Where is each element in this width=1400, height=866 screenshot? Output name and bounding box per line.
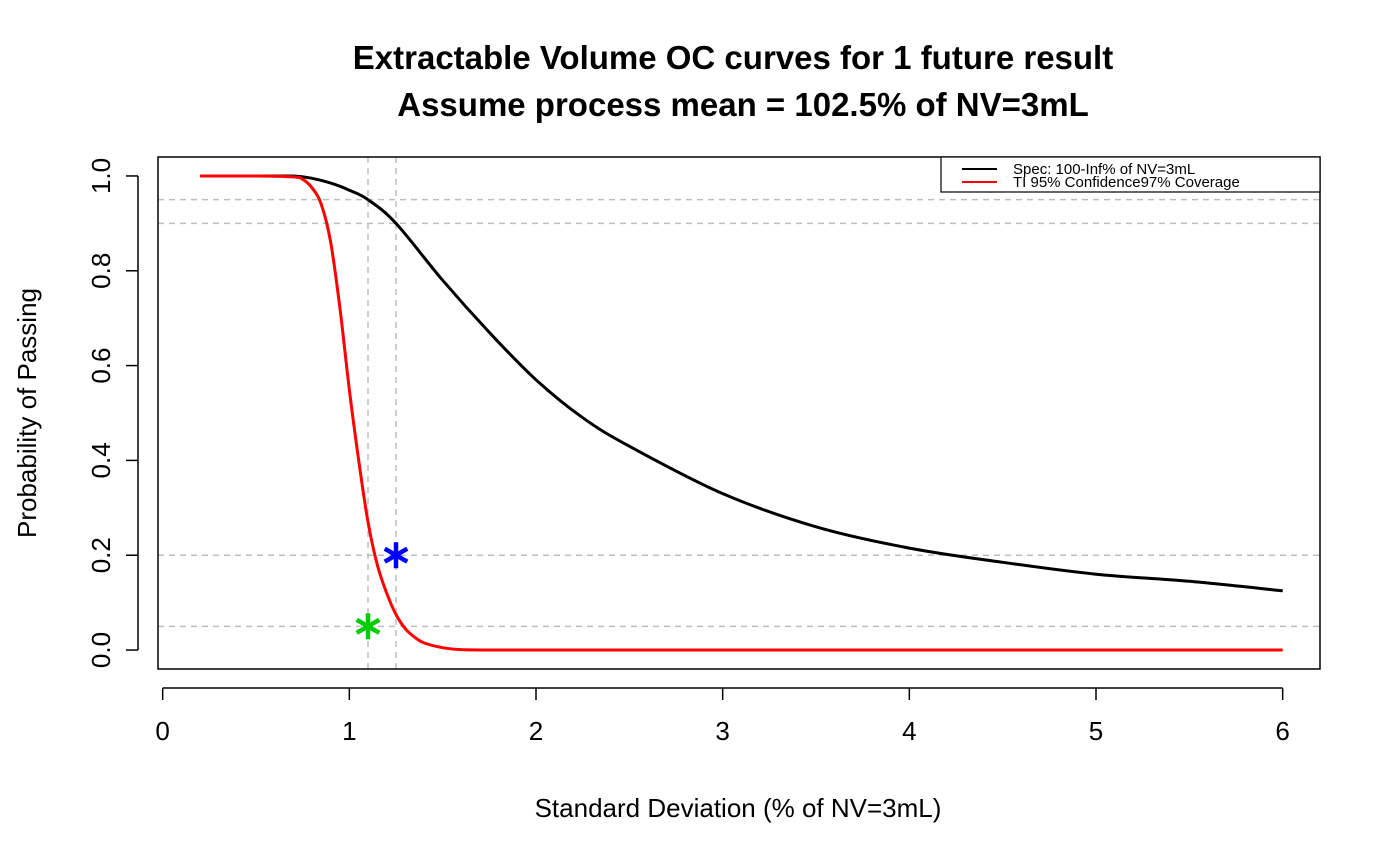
markers [355,542,409,640]
x-tick-label: 3 [715,716,729,746]
y-axis: 0.0 0.2 0.4 0.6 0.8 1.0 [86,158,139,668]
series-line-0 [199,174,1283,593]
x-tick-label: 4 [902,716,916,746]
y-tick-label: 1.0 [86,158,116,194]
y-tick-label: 0.4 [86,442,116,478]
x-tick-label: 0 [155,716,169,746]
x-tick-label: 2 [529,716,543,746]
y-tick-label: 0.8 [86,253,116,289]
legend: Spec: 100-Inf% of NV=3mL TI 95% Confiden… [940,156,1321,193]
chart-title-line1: Extractable Volume OC curves for 1 futur… [353,39,1113,76]
legend-box [940,156,1321,193]
series-lines [199,174,1283,652]
reference-lines [158,157,1320,669]
asterisk-stroke [355,617,381,635]
chart-title-line2: Assume process mean = 102.5% of NV=3mL [397,86,1089,123]
x-tick-label: 5 [1089,716,1103,746]
series-line-1 [199,174,1283,652]
x-axis-label: Standard Deviation (% of NV=3mL) [535,793,942,823]
y-axis-label: Probability of Passing [12,288,42,538]
x-axis: 0 1 2 3 4 5 6 [155,687,1290,746]
x-tick-label: 1 [342,716,356,746]
x-tick-label: 6 [1275,716,1289,746]
y-tick-label: 0.2 [86,537,116,573]
asterisk-marker-0 [383,542,409,569]
asterisk-stroke [383,546,409,564]
legend-label-spec: Spec: 100-Inf% of NV=3mL [1013,161,1195,178]
asterisk-marker-1 [355,613,381,640]
y-tick-label: 0.6 [86,348,116,384]
legend-label-ti: TI 95% Confidence97% Coverage [1013,174,1240,191]
plot-frame [157,156,1321,670]
y-tick-label: 0.0 [86,632,116,668]
